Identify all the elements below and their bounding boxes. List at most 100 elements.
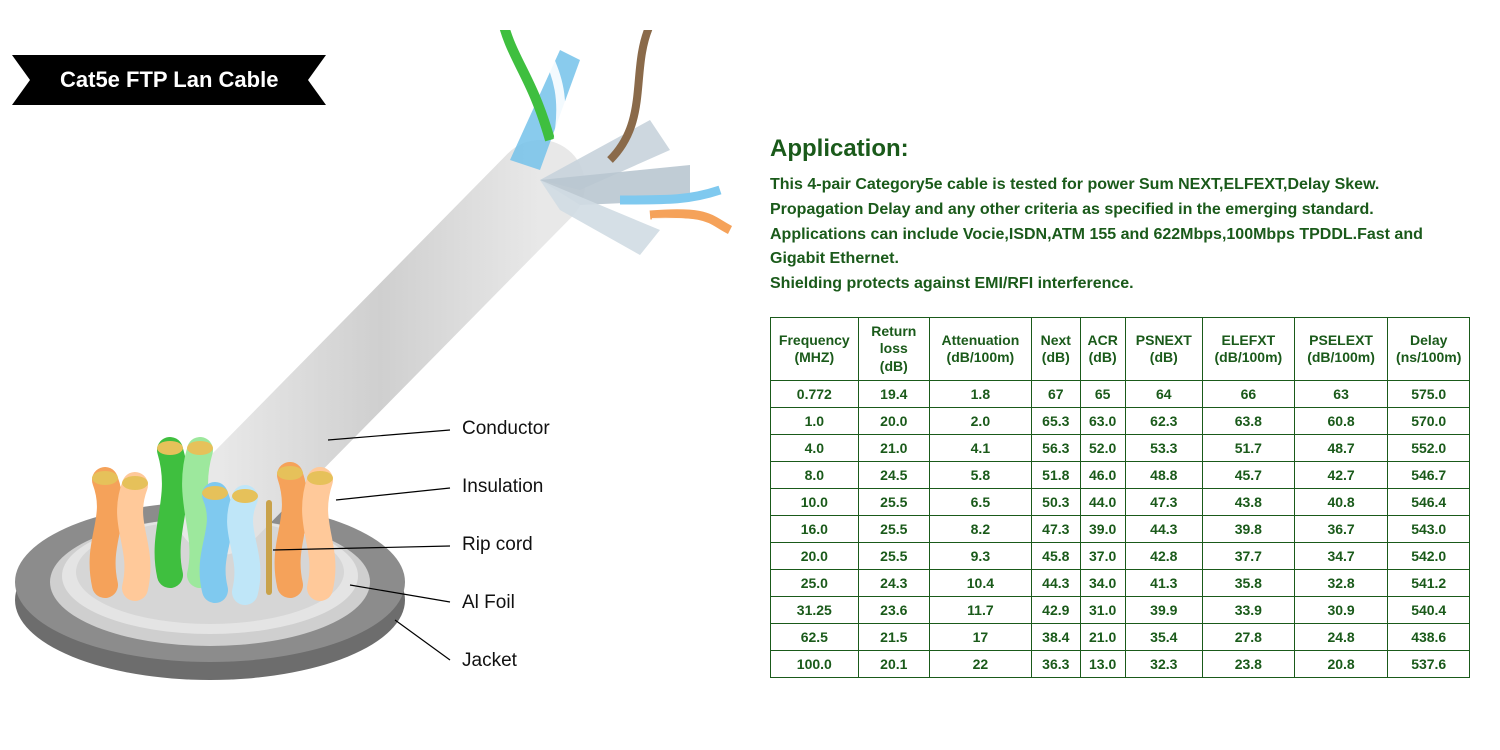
table-cell: 1.8 (929, 381, 1031, 408)
table-cell: 19.4 (858, 381, 929, 408)
table-cell: 41.3 (1125, 570, 1202, 597)
callout-ripcord: Rip cord (450, 516, 550, 574)
table-cell: 6.5 (929, 489, 1031, 516)
table-cell: 8.2 (929, 516, 1031, 543)
table-row: 0.77219.41.86765646663575.0 (771, 381, 1470, 408)
table-cell: 62.3 (1125, 408, 1202, 435)
table-row: 4.021.04.156.352.053.351.748.7552.0 (771, 435, 1470, 462)
table-cell: 5.8 (929, 462, 1031, 489)
table-cell: 21.0 (1080, 624, 1125, 651)
table-cell: 56.3 (1031, 435, 1080, 462)
table-cell: 8.0 (771, 462, 859, 489)
table-cell: 546.4 (1388, 489, 1470, 516)
table-cell: 35.8 (1203, 570, 1295, 597)
table-cell: 24.8 (1294, 624, 1388, 651)
table-cell: 51.7 (1203, 435, 1295, 462)
callout-label: Rip cord (450, 534, 533, 556)
table-cell: 44.3 (1125, 516, 1202, 543)
spec-col-header: Frequency(MHZ) (771, 317, 859, 381)
table-cell: 52.0 (1080, 435, 1125, 462)
callout-jacket: Jacket (450, 632, 550, 690)
application-heading: Application: (770, 135, 1470, 163)
application-line: Shielding protects against EMI/RFI inter… (770, 272, 1470, 297)
table-cell: 438.6 (1388, 624, 1470, 651)
callout-label: Jacket (450, 650, 517, 672)
table-cell: 67 (1031, 381, 1080, 408)
table-cell: 43.8 (1203, 489, 1295, 516)
table-cell: 31.25 (771, 597, 859, 624)
table-cell: 25.5 (858, 516, 929, 543)
table-cell: 50.3 (1031, 489, 1080, 516)
table-row: 16.025.58.247.339.044.339.836.7543.0 (771, 516, 1470, 543)
table-cell: 25.5 (858, 543, 929, 570)
table-cell: 11.7 (929, 597, 1031, 624)
table-cell: 21.5 (858, 624, 929, 651)
table-cell: 31.0 (1080, 597, 1125, 624)
table-row: 20.025.59.345.837.042.837.734.7542.0 (771, 543, 1470, 570)
table-cell: 100.0 (771, 651, 859, 678)
table-row: 100.020.12236.313.032.323.820.8537.6 (771, 651, 1470, 678)
table-row: 10.025.56.550.344.047.343.840.8546.4 (771, 489, 1470, 516)
table-cell: 53.3 (1125, 435, 1202, 462)
table-row: 25.024.310.444.334.041.335.832.8541.2 (771, 570, 1470, 597)
table-cell: 17 (929, 624, 1031, 651)
table-cell: 39.0 (1080, 516, 1125, 543)
table-cell: 42.8 (1125, 543, 1202, 570)
table-cell: 20.0 (858, 408, 929, 435)
table-cell: 39.9 (1125, 597, 1202, 624)
spec-col-header: Attenuation(dB/100m) (929, 317, 1031, 381)
table-cell: 537.6 (1388, 651, 1470, 678)
table-cell: 39.8 (1203, 516, 1295, 543)
table-cell: 4.1 (929, 435, 1031, 462)
spec-col-header: PSELEXT(dB/100m) (1294, 317, 1388, 381)
table-cell: 35.4 (1125, 624, 1202, 651)
spec-col-header: Delay(ns/100m) (1388, 317, 1470, 381)
callout-label: Al Foil (450, 592, 515, 614)
application-line: Propagation Delay and any other criteria… (770, 198, 1470, 223)
table-cell: 20.1 (858, 651, 929, 678)
table-cell: 1.0 (771, 408, 859, 435)
table-cell: 32.3 (1125, 651, 1202, 678)
table-cell: 541.2 (1388, 570, 1470, 597)
table-cell: 30.9 (1294, 597, 1388, 624)
callout-labels: Conductor Insulation Rip cord Al Foil Ja… (450, 400, 550, 690)
table-cell: 40.8 (1294, 489, 1388, 516)
callout-alfoil: Al Foil (450, 574, 550, 632)
table-cell: 13.0 (1080, 651, 1125, 678)
table-cell: 63.0 (1080, 408, 1125, 435)
table-cell: 570.0 (1388, 408, 1470, 435)
table-cell: 10.0 (771, 489, 859, 516)
table-cell: 62.5 (771, 624, 859, 651)
spec-col-header: ELEFXT(dB/100m) (1203, 317, 1295, 381)
table-cell: 10.4 (929, 570, 1031, 597)
table-cell: 66 (1203, 381, 1295, 408)
table-row: 62.521.51738.421.035.427.824.8438.6 (771, 624, 1470, 651)
table-cell: 33.9 (1203, 597, 1295, 624)
table-cell: 23.8 (1203, 651, 1295, 678)
table-cell: 44.0 (1080, 489, 1125, 516)
table-cell: 47.3 (1031, 516, 1080, 543)
table-cell: 65.3 (1031, 408, 1080, 435)
table-cell: 38.4 (1031, 624, 1080, 651)
table-cell: 44.3 (1031, 570, 1080, 597)
table-cell: 34.0 (1080, 570, 1125, 597)
table-cell: 42.7 (1294, 462, 1388, 489)
application-line: This 4-pair Category5e cable is tested f… (770, 173, 1470, 198)
table-cell: 27.8 (1203, 624, 1295, 651)
spec-table: Frequency(MHZ)Return loss(dB)Attenuation… (770, 317, 1470, 679)
table-row: 8.024.55.851.846.048.845.742.7546.7 (771, 462, 1470, 489)
table-cell: 32.8 (1294, 570, 1388, 597)
table-cell: 25.0 (771, 570, 859, 597)
table-cell: 16.0 (771, 516, 859, 543)
callout-insulation: Insulation (450, 458, 550, 516)
table-cell: 4.0 (771, 435, 859, 462)
cable-diagram (10, 30, 750, 730)
application-text: This 4-pair Category5e cable is tested f… (770, 173, 1470, 297)
spec-col-header: Next(dB) (1031, 317, 1080, 381)
table-cell: 2.0 (929, 408, 1031, 435)
table-cell: 24.3 (858, 570, 929, 597)
table-cell: 546.7 (1388, 462, 1470, 489)
callout-label: Insulation (450, 476, 543, 498)
table-cell: 20.0 (771, 543, 859, 570)
table-cell: 51.8 (1031, 462, 1080, 489)
